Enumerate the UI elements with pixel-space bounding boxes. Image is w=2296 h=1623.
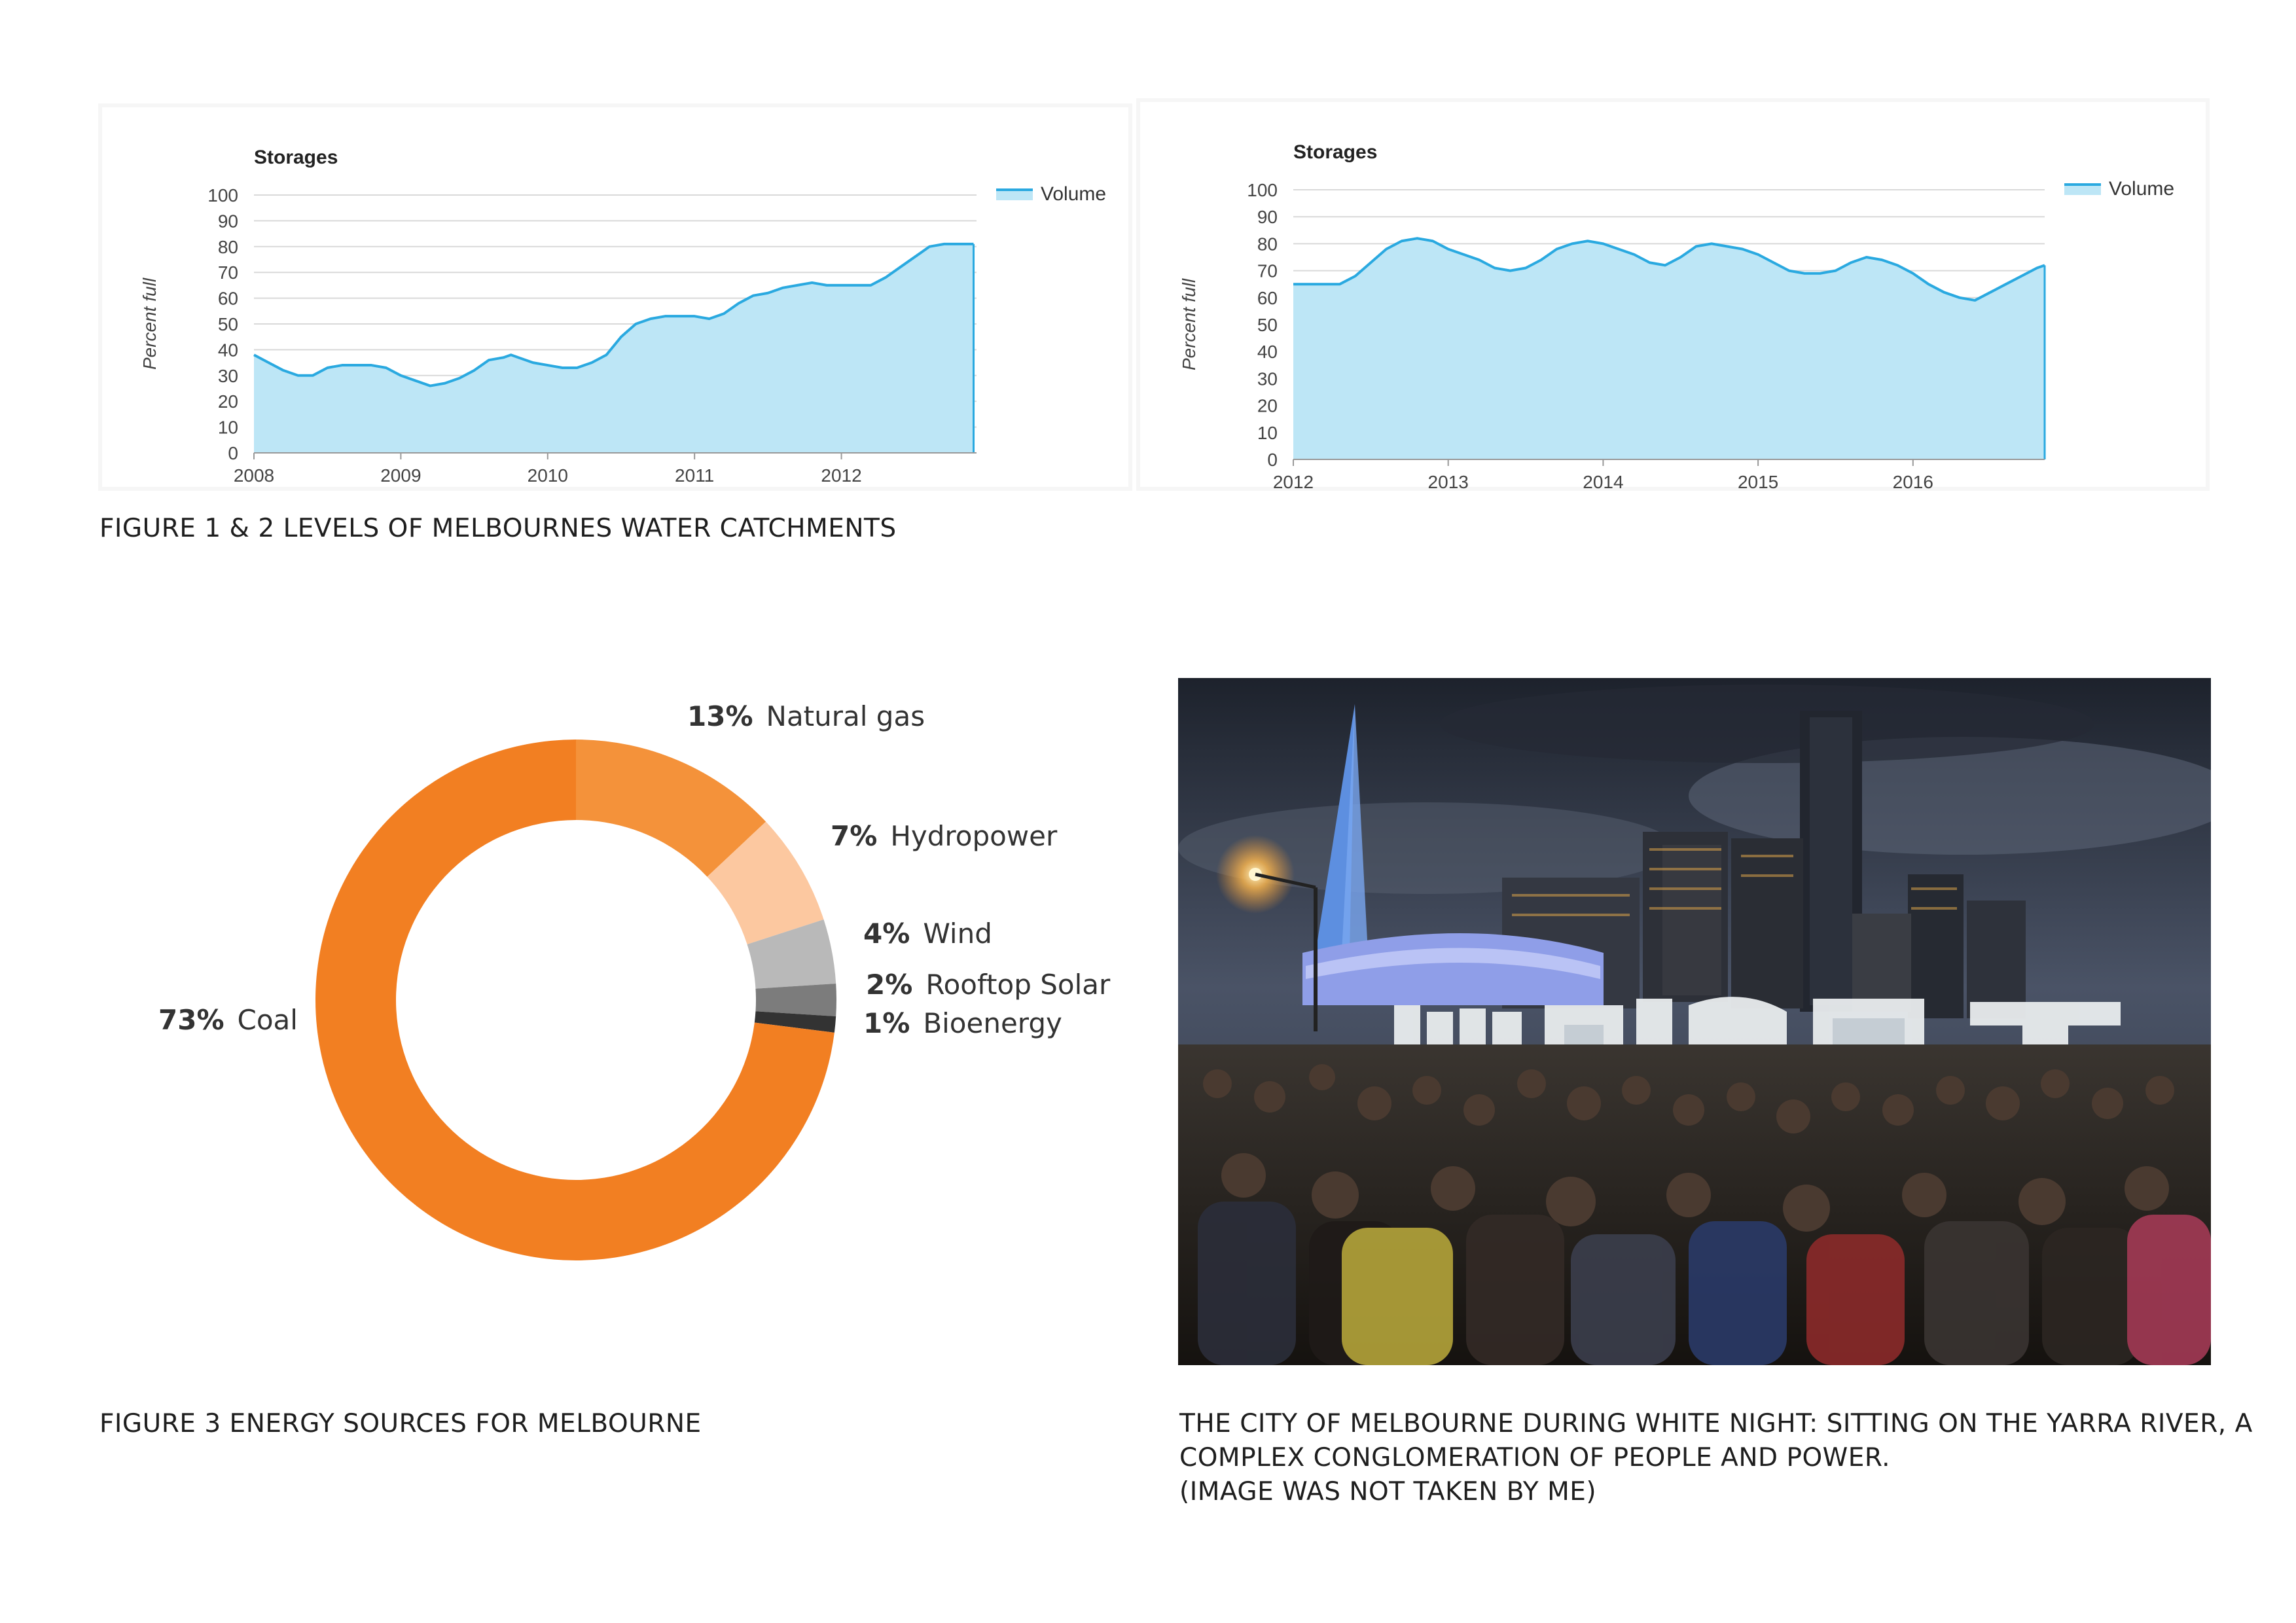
crowd-bodies (1198, 1202, 2211, 1365)
donut-slice-coal (315, 740, 834, 1260)
volume-area (254, 243, 974, 453)
y-tick-label: 100 (207, 185, 238, 205)
donut-label-name: Bioenergy (923, 1007, 1062, 1039)
donut-label-wind: 4% Wind (863, 918, 992, 950)
caption-photo-line-1: THE CITY OF MELBOURNE DURING WHITE NIGHT… (1179, 1409, 2253, 1438)
y-tick-label: 80 (1257, 234, 1278, 254)
donut-slice-bioenergy (754, 1011, 836, 1033)
storage-chart-2008-2012: Storages 0 10 20 30 40 50 60 70 80 90 100 Percent fu… (98, 103, 1132, 491)
donut-label-natural-gas: 13% Natural gas (687, 700, 925, 732)
y-tick-label: 40 (1257, 342, 1278, 362)
donut-label-name: Rooftop Solar (925, 969, 1111, 1001)
legend-swatch (2064, 185, 2101, 195)
y-tick-label: 50 (1257, 315, 1278, 335)
x-tick-label: 2012 (1273, 472, 1314, 492)
volume-line (253, 242, 974, 387)
donut-slice-natural-gas (576, 740, 766, 877)
x-tick-label: 2009 (380, 465, 421, 486)
donut-label-name: Coal (238, 1004, 298, 1036)
energy-sources-donut: 13% Natural gas 7% Hydropower 4% Wind 2% Roofto… (98, 678, 1119, 1306)
caption-photo: THE CITY OF MELBOURNE DURING WHITE NIGHT… (1179, 1407, 2253, 1509)
y-tick-label: 0 (228, 443, 238, 463)
chart-title: Storages (1293, 141, 1377, 163)
donut-label-pct: 13% (687, 700, 753, 732)
donut-label-hydropower: 7% Hydropower (831, 820, 1058, 852)
y-tick-label: 20 (218, 391, 238, 412)
donut-label-bioenergy: 1% Bioenergy (863, 1007, 1062, 1039)
y-tick-label: 0 (1267, 450, 1278, 470)
caption-figure-3: FIGURE 3 ENERGY SOURCES FOR MELBOURNE (99, 1409, 702, 1438)
donut-slice-hydropower (707, 821, 824, 945)
donut-label-pct: 2% (866, 969, 912, 1001)
donut-label-rooftop-solar: 2% Rooftop Solar (866, 969, 1111, 1001)
white-night-photo-svg (1178, 678, 2211, 1365)
legend-label: Volume (1041, 183, 1106, 205)
storage-chart-2-svg: Storages 0 10 20 30 40 50 60 70 80 90 100 Percent fu… (1179, 141, 2174, 492)
y-tick-label: 20 (1257, 396, 1278, 416)
caption-photo-line-3: (IMAGE WAS NOT TAKEN BY ME) (1179, 1477, 1597, 1507)
donut-label-pct: 7% (831, 820, 877, 852)
donut-slice-rooftop-solar (755, 984, 836, 1016)
y-tick-label: 50 (218, 314, 238, 334)
energy-donut-svg: 13% Natural gas 7% Hydropower 4% Wind 2% Roofto… (158, 700, 1111, 1260)
x-tick-label: 2012 (821, 465, 861, 486)
window-lights (1512, 848, 1957, 916)
cloud (1440, 685, 2094, 763)
x-tick-label: 2015 (1738, 472, 1778, 492)
donut-label-pct: 1% (863, 1007, 910, 1039)
y-tick-label: 70 (1257, 261, 1278, 281)
storage-chart-2012-2016: Storages 0 10 20 30 40 50 60 70 80 90 100 Percent fu… (1136, 98, 2210, 492)
donut-label-pct: 73% (158, 1004, 224, 1036)
hamer-hall (1302, 933, 1604, 1005)
x-tick-label: 2013 (1428, 472, 1469, 492)
donut-label-coal: 73% Coal (158, 1004, 298, 1036)
cloud (1178, 802, 1676, 894)
volume-line (1293, 237, 2045, 302)
x-tick-label: 2014 (1583, 472, 1623, 492)
y-tick-label: 90 (1257, 207, 1278, 227)
donut-label-name: Hydropower (890, 820, 1058, 852)
y-tick-label: 60 (218, 289, 238, 309)
y-tick-label: 80 (218, 237, 238, 257)
donut-label-name: Wind (923, 918, 992, 950)
y-tick-label: 60 (1257, 288, 1278, 308)
chart-title: Storages (254, 147, 338, 168)
y-tick-label: 30 (218, 366, 238, 386)
white-night-photo (1178, 678, 2211, 1365)
donut-label-name: Natural gas (766, 700, 925, 732)
caption-photo-line-2: COMPLEX CONGLOMERATION OF PEOPLE AND POW… (1179, 1443, 1890, 1472)
y-tick-label: 10 (1257, 423, 1278, 443)
y-tick-label: 40 (218, 340, 238, 360)
donut-slice-wind (747, 919, 836, 989)
x-tick-label: 2008 (234, 465, 274, 486)
y-axis-label: Percent full (139, 277, 160, 370)
x-tick-label: 2011 (675, 465, 714, 486)
legend-label: Volume (2109, 178, 2174, 200)
x-tick-label: 2010 (528, 465, 568, 486)
caption-figure-1-2: FIGURE 1 & 2 LEVELS OF MELBOURNES WATER … (99, 514, 897, 543)
y-tick-label: 100 (1247, 180, 1278, 200)
x-tick-label: 2016 (1893, 472, 1933, 492)
legend-swatch (996, 190, 1033, 200)
y-tick-label: 90 (218, 211, 238, 231)
y-tick-label: 30 (1257, 368, 1278, 389)
storage-chart-1-svg: Storages 0 10 20 30 40 50 60 70 80 90 100 Percent fu… (139, 147, 1106, 486)
y-tick-label: 70 (218, 262, 238, 283)
y-axis-label: Percent full (1179, 278, 1199, 370)
volume-area (1293, 238, 2045, 459)
donut-label-pct: 4% (863, 918, 910, 950)
y-tick-label: 10 (218, 418, 238, 438)
crowd-heads (1203, 1064, 2174, 1232)
